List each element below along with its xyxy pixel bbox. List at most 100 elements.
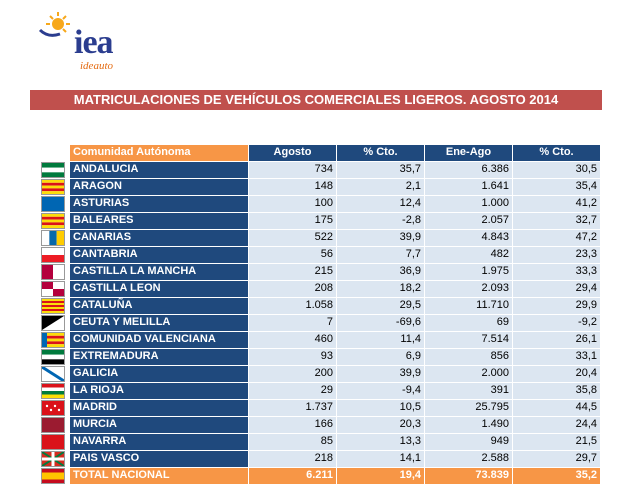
cell-cto-ene-ago: 29,7 bbox=[513, 450, 600, 467]
table-row: GALICIA 200 39,9 2.000 20,4 bbox=[37, 365, 600, 382]
flag-cell bbox=[37, 450, 69, 467]
cell-cto-ene-ago: 33,3 bbox=[513, 263, 600, 280]
cell-region: ANDALUCIA bbox=[70, 161, 248, 178]
cell-ene-ago: 2.588 bbox=[425, 450, 512, 467]
espana-flag-icon bbox=[41, 467, 65, 484]
cell-cto-ene-ago: 23,3 bbox=[513, 246, 600, 263]
cell-agosto: 93 bbox=[249, 348, 336, 365]
cell-agosto: 218 bbox=[249, 450, 336, 467]
flag-cell bbox=[37, 433, 69, 450]
cell-cto-ene-ago: 21,5 bbox=[513, 433, 600, 450]
cell-region: GALICIA bbox=[70, 365, 248, 382]
cell-ene-ago: 11.710 bbox=[425, 297, 512, 314]
cell-region: CEUTA Y MELILLA bbox=[70, 314, 248, 331]
cell-cto-agosto: 19,4 bbox=[337, 467, 424, 484]
flag-cell bbox=[37, 161, 69, 178]
table-row: EXTREMADURA 93 6,9 856 33,1 bbox=[37, 348, 600, 365]
table-row: MADRID 1.737 10,5 25.795 44,5 bbox=[37, 399, 600, 416]
cell-region: LA RIOJA bbox=[70, 382, 248, 399]
table-row: CEUTA Y MELILLA 7 -69,6 69 -9,2 bbox=[37, 314, 600, 331]
cell-cto-ene-ago: 47,2 bbox=[513, 229, 600, 246]
murcia-flag-icon bbox=[41, 416, 65, 433]
logo-subtitle: ideauto bbox=[80, 60, 113, 72]
comunidad-valenciana-flag-icon bbox=[41, 331, 65, 348]
ceuta-melilla-flag-icon bbox=[41, 314, 65, 331]
table-row: MURCIA 166 20,3 1.490 24,4 bbox=[37, 416, 600, 433]
table-row: COMUNIDAD VALENCIANA 460 11,4 7.514 26,1 bbox=[37, 331, 600, 348]
cell-cto-ene-ago: 26,1 bbox=[513, 331, 600, 348]
table-row: CASTILLA LEON 208 18,2 2.093 29,4 bbox=[37, 280, 600, 297]
cell-agosto: 215 bbox=[249, 263, 336, 280]
cell-region: COMUNIDAD VALENCIANA bbox=[70, 331, 248, 348]
page-title: MATRICULACIONES DE VEHÍCULOS COMERCIALES… bbox=[30, 90, 602, 110]
cell-cto-ene-ago: 29,9 bbox=[513, 297, 600, 314]
flag-cell bbox=[37, 382, 69, 399]
cell-agosto: 175 bbox=[249, 212, 336, 229]
cantabria-flag-icon bbox=[41, 246, 65, 263]
cell-agosto: 460 bbox=[249, 331, 336, 348]
cell-ene-ago: 949 bbox=[425, 433, 512, 450]
cell-cto-ene-ago: 44,5 bbox=[513, 399, 600, 416]
cell-region: MURCIA bbox=[70, 416, 248, 433]
cell-region: CASTILLA LA MANCHA bbox=[70, 263, 248, 280]
cell-agosto: 1.058 bbox=[249, 297, 336, 314]
cell-cto-agosto: -9,4 bbox=[337, 382, 424, 399]
cell-cto-ene-ago: 33,1 bbox=[513, 348, 600, 365]
cell-ene-ago: 1.000 bbox=[425, 195, 512, 212]
flag-cell bbox=[37, 399, 69, 416]
cell-cto-ene-ago: 30,5 bbox=[513, 161, 600, 178]
cell-agosto: 208 bbox=[249, 280, 336, 297]
flag-cell bbox=[37, 416, 69, 433]
cell-agosto: 200 bbox=[249, 365, 336, 382]
registrations-table: Comunidad Autónoma Agosto % Cto. Ene-Ago… bbox=[36, 144, 601, 485]
cell-agosto: 56 bbox=[249, 246, 336, 263]
extremadura-flag-icon bbox=[41, 348, 65, 365]
andalucia-flag-icon bbox=[41, 161, 65, 178]
cell-region: ASTURIAS bbox=[70, 195, 248, 212]
cell-cto-agosto: -69,6 bbox=[337, 314, 424, 331]
madrid-flag-icon bbox=[41, 399, 65, 416]
cell-cto-ene-ago: 29,4 bbox=[513, 280, 600, 297]
cell-cto-agosto: 10,5 bbox=[337, 399, 424, 416]
cell-cto-ene-ago: 24,4 bbox=[513, 416, 600, 433]
cell-ene-ago: 1.975 bbox=[425, 263, 512, 280]
flag-cell bbox=[37, 314, 69, 331]
baleares-flag-icon bbox=[41, 212, 65, 229]
cell-cto-agosto: 36,9 bbox=[337, 263, 424, 280]
cell-cto-agosto: 7,7 bbox=[337, 246, 424, 263]
cell-ene-ago: 73.839 bbox=[425, 467, 512, 484]
header-cto-agosto: % Cto. bbox=[337, 145, 424, 161]
castilla-leon-flag-icon bbox=[41, 280, 65, 297]
cell-cto-agosto: 2,1 bbox=[337, 178, 424, 195]
cell-region: CANARIAS bbox=[70, 229, 248, 246]
flag-cell bbox=[37, 195, 69, 212]
cell-cto-agosto: 11,4 bbox=[337, 331, 424, 348]
cell-region: CANTABRIA bbox=[70, 246, 248, 263]
flag-cell bbox=[37, 263, 69, 280]
cell-cto-agosto: 13,3 bbox=[337, 433, 424, 450]
cataluna-flag-icon bbox=[41, 297, 65, 314]
cell-region: MADRID bbox=[70, 399, 248, 416]
cell-agosto: 6.211 bbox=[249, 467, 336, 484]
cell-agosto: 7 bbox=[249, 314, 336, 331]
flag-cell bbox=[37, 331, 69, 348]
header-cto-ene-ago: % Cto. bbox=[513, 145, 600, 161]
cell-cto-agosto: 12,4 bbox=[337, 195, 424, 212]
cell-cto-agosto: 39,9 bbox=[337, 365, 424, 382]
cell-agosto: 1.737 bbox=[249, 399, 336, 416]
cell-cto-agosto: 39,9 bbox=[337, 229, 424, 246]
cell-cto-ene-ago: 35,8 bbox=[513, 382, 600, 399]
header-agosto: Agosto bbox=[249, 145, 336, 161]
sun-icon bbox=[38, 12, 70, 37]
flag-cell bbox=[37, 297, 69, 314]
flag-cell bbox=[37, 212, 69, 229]
flag-cell bbox=[37, 348, 69, 365]
flag-cell bbox=[37, 280, 69, 297]
cell-ene-ago: 4.843 bbox=[425, 229, 512, 246]
cell-ene-ago: 69 bbox=[425, 314, 512, 331]
cell-ene-ago: 856 bbox=[425, 348, 512, 365]
cell-cto-agosto: -2,8 bbox=[337, 212, 424, 229]
table-row: CATALUÑA 1.058 29,5 11.710 29,9 bbox=[37, 297, 600, 314]
cell-agosto: 29 bbox=[249, 382, 336, 399]
cell-ene-ago: 1.490 bbox=[425, 416, 512, 433]
